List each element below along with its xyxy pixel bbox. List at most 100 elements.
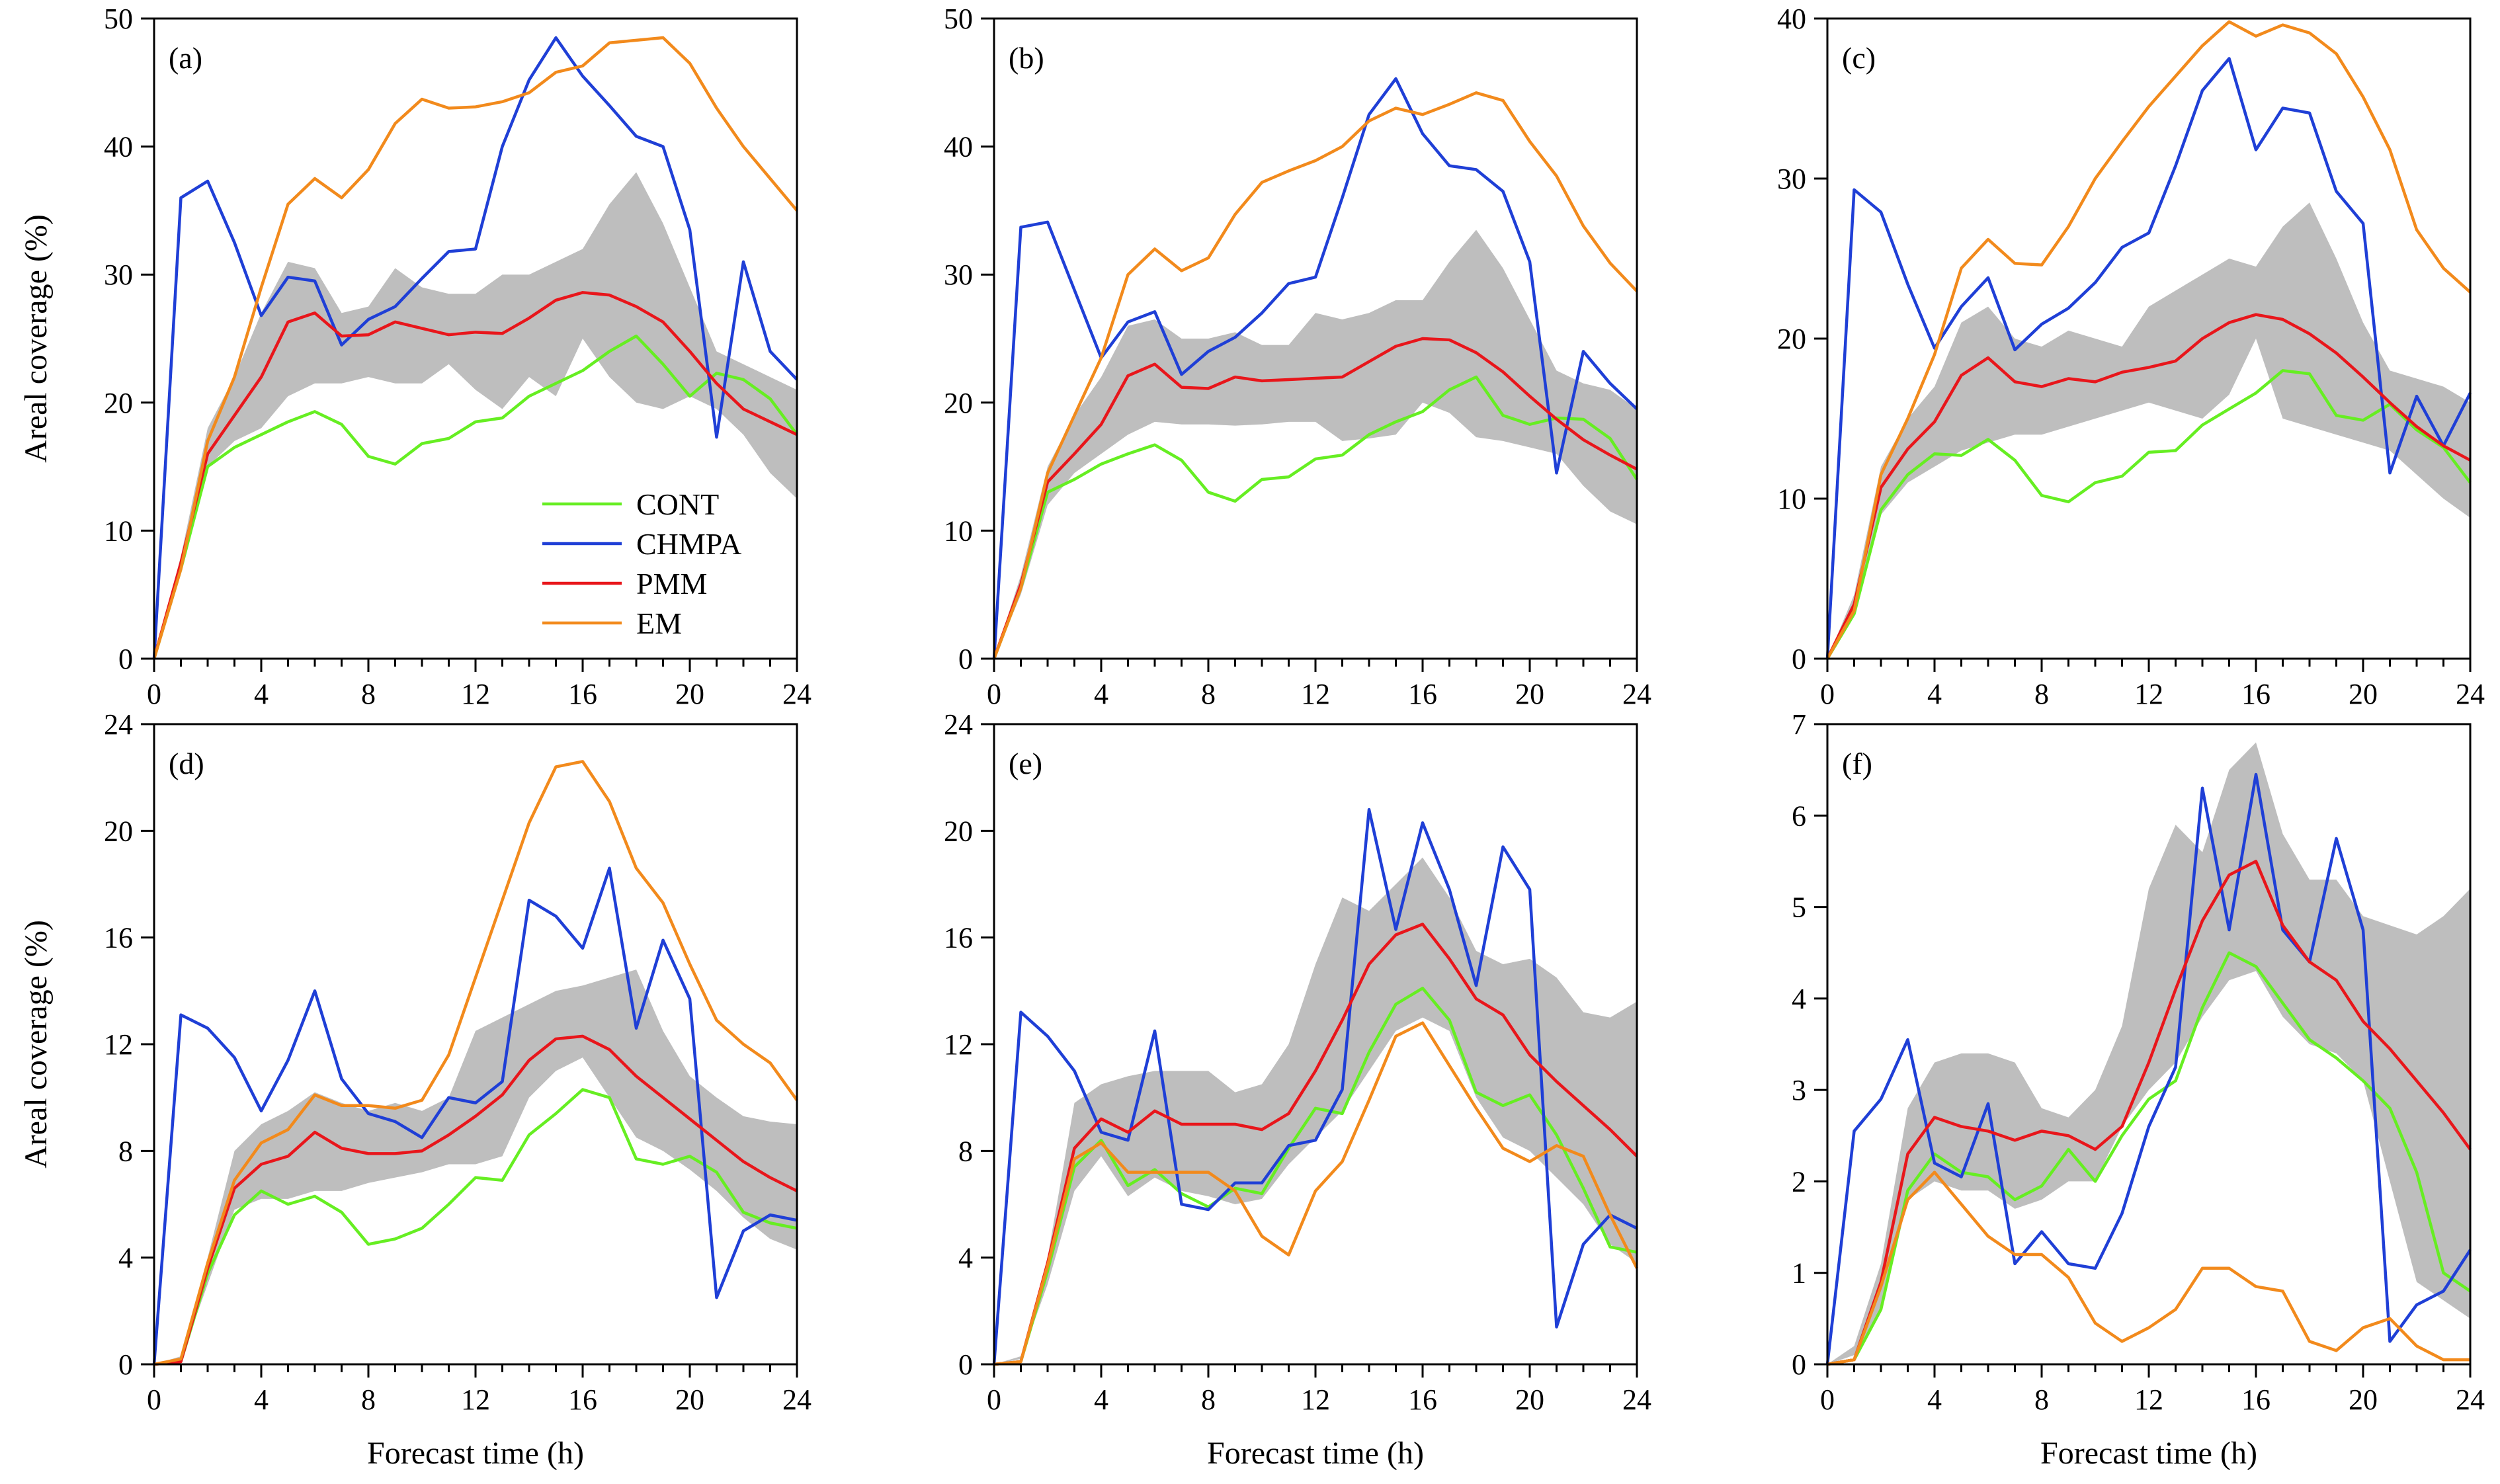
series-line-chmpa bbox=[992, 807, 1638, 1365]
x-tick-label: 4 bbox=[1927, 678, 1942, 710]
y-tick-label: 0 bbox=[958, 1348, 973, 1381]
series-line-pmm bbox=[153, 1034, 798, 1366]
y-tick-label: 5 bbox=[1792, 891, 1806, 924]
y-tick-label: 30 bbox=[1777, 163, 1806, 195]
y-tick-label: 40 bbox=[1777, 3, 1806, 35]
chart-panel: 0 4 8 12 16 20 24 0 10 20 30 40 (c) bbox=[1777, 3, 2485, 710]
y-tick-label: 0 bbox=[118, 1348, 133, 1381]
series-line-em bbox=[153, 760, 798, 1366]
panel-label: (e) bbox=[1009, 747, 1042, 780]
x-tick-label: 16 bbox=[1408, 1383, 1437, 1416]
series-line-pmm bbox=[152, 291, 798, 659]
x-tick-label: 24 bbox=[2456, 1383, 2485, 1416]
legend-label-em: EM bbox=[636, 606, 682, 640]
y-tick-label: 20 bbox=[944, 815, 973, 847]
y-tick-label: 20 bbox=[944, 387, 973, 419]
series-line-pmm bbox=[1825, 313, 2472, 659]
x-tick-label: 0 bbox=[147, 1383, 161, 1416]
x-tick-label: 4 bbox=[1094, 1383, 1108, 1416]
x-tick-label: 4 bbox=[254, 1383, 269, 1416]
x-tick-label: 0 bbox=[1820, 1383, 1835, 1416]
series-line-cont bbox=[153, 1088, 798, 1366]
x-tick-label: 12 bbox=[1301, 678, 1330, 710]
x-tick-label: 12 bbox=[2134, 1383, 2163, 1416]
x-tick-label: 16 bbox=[2241, 678, 2271, 710]
y-axis-title: Areal coverage (%) bbox=[19, 920, 54, 1169]
y-tick-label: 24 bbox=[944, 708, 973, 741]
x-tick-label: 0 bbox=[987, 678, 1001, 710]
series-line-chmpa bbox=[1825, 772, 2472, 1365]
x-tick-label: 20 bbox=[2349, 1383, 2378, 1416]
series-line-cont bbox=[992, 375, 1638, 659]
y-tick-label: 4 bbox=[1792, 983, 1806, 1015]
y-tick-label: 40 bbox=[104, 131, 133, 163]
series-line-cont bbox=[1826, 369, 2472, 660]
series-line-cont bbox=[993, 987, 1638, 1366]
ensemble-spread-band bbox=[1827, 742, 2470, 1364]
y-tick-label: 16 bbox=[104, 922, 133, 954]
panel-label: (a) bbox=[169, 41, 202, 75]
chart-panel: 0 4 8 12 16 20 24 0 10 20 30 40 50 (b) bbox=[944, 3, 1651, 710]
y-tick-label: 12 bbox=[104, 1028, 133, 1061]
x-tick-label: 12 bbox=[461, 1383, 490, 1416]
x-tick-label: 24 bbox=[2456, 678, 2485, 710]
y-tick-label: 7 bbox=[1792, 708, 1806, 741]
x-axis-title: Forecast time (h) bbox=[367, 1436, 584, 1471]
y-tick-label: 0 bbox=[1792, 643, 1806, 675]
x-tick-label: 16 bbox=[568, 678, 597, 710]
legend-label-chmpa: CHMPA bbox=[636, 527, 741, 561]
x-tick-label: 20 bbox=[675, 1383, 704, 1416]
x-tick-label: 8 bbox=[2034, 1383, 2049, 1416]
legend: CONT CHMPA PMM EM bbox=[542, 487, 741, 640]
y-tick-label: 10 bbox=[1777, 483, 1806, 515]
ensemble-spread-band bbox=[994, 229, 1637, 659]
ensemble-spread-band bbox=[154, 172, 797, 659]
y-tick-label: 40 bbox=[944, 131, 973, 163]
y-tick-label: 50 bbox=[104, 3, 133, 35]
chart-panel: 0 4 8 12 16 20 24 0 10 20 30 40 50 (a) Areal coverage … bbox=[19, 3, 812, 710]
y-tick-label: 30 bbox=[104, 259, 133, 291]
y-tick-label: 6 bbox=[1792, 800, 1806, 832]
y-tick-label: 12 bbox=[944, 1028, 973, 1061]
x-tick-label: 12 bbox=[2134, 678, 2163, 710]
ensemble-spread-band bbox=[1827, 202, 2470, 659]
x-tick-label: 8 bbox=[361, 678, 376, 710]
y-tick-label: 3 bbox=[1792, 1074, 1806, 1106]
y-tick-label: 2 bbox=[1792, 1165, 1806, 1198]
panel-label: (f) bbox=[1842, 747, 1872, 780]
x-tick-label: 24 bbox=[782, 678, 812, 710]
y-tick-label: 10 bbox=[944, 515, 973, 547]
x-tick-label: 8 bbox=[1201, 1383, 1216, 1416]
y-tick-label: 10 bbox=[104, 515, 133, 547]
series-line-em bbox=[1827, 1171, 2470, 1366]
series-line-chmpa bbox=[152, 866, 798, 1365]
series-line-pmm bbox=[993, 923, 1638, 1366]
x-tick-label: 16 bbox=[568, 1383, 597, 1416]
y-tick-label: 20 bbox=[104, 815, 133, 847]
x-tick-label: 0 bbox=[147, 678, 161, 710]
series-line-em bbox=[993, 1021, 1639, 1366]
chart-panel: 0 4 8 12 16 20 24 0 4 8 12 16 20 24 (e) Forecast time (… bbox=[944, 708, 1651, 1471]
x-axis-title: Forecast time (h) bbox=[2040, 1436, 2257, 1471]
series-line-em bbox=[1826, 20, 2472, 660]
x-tick-label: 4 bbox=[1094, 678, 1108, 710]
series-line-chmpa bbox=[1825, 57, 2472, 659]
x-tick-label: 24 bbox=[1622, 678, 1651, 710]
y-axis-title: Areal coverage (%) bbox=[19, 214, 54, 463]
x-tick-label: 0 bbox=[1820, 678, 1835, 710]
series-line-chmpa bbox=[152, 36, 798, 659]
y-tick-label: 0 bbox=[958, 643, 973, 675]
y-tick-label: 20 bbox=[1777, 323, 1806, 355]
x-tick-label: 8 bbox=[1201, 678, 1216, 710]
x-tick-label: 16 bbox=[1408, 678, 1437, 710]
x-tick-label: 20 bbox=[675, 678, 704, 710]
series-line-pmm bbox=[1827, 860, 2472, 1366]
series-line-pmm bbox=[992, 337, 1638, 659]
series-line-em bbox=[992, 91, 1638, 659]
x-tick-label: 12 bbox=[1301, 1383, 1330, 1416]
x-tick-label: 20 bbox=[1515, 678, 1544, 710]
x-tick-label: 16 bbox=[2241, 1383, 2271, 1416]
y-tick-label: 8 bbox=[118, 1135, 133, 1167]
x-tick-label: 0 bbox=[987, 1383, 1001, 1416]
